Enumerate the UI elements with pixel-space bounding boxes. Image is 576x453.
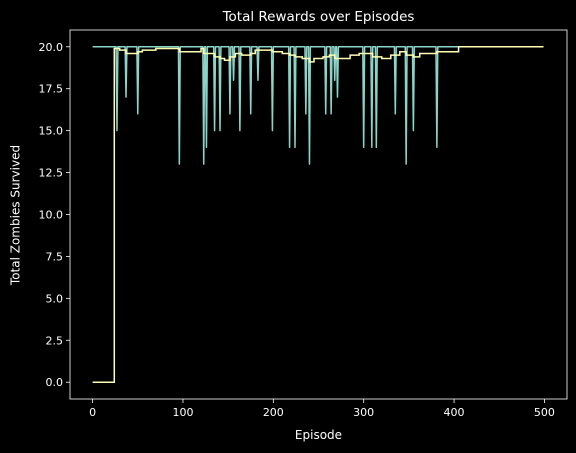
series-line-average (92, 46, 544, 383)
x-tick-label: 0 (89, 406, 96, 419)
y-tick-label: 0.0 (46, 376, 64, 389)
plot-series (92, 46, 544, 383)
y-tick-label: 2.5 (46, 334, 64, 347)
y-tick-label: 10.0 (39, 209, 64, 222)
y-tick-label: 15.0 (39, 125, 64, 138)
x-tick-label: 200 (263, 406, 284, 419)
chart-title: Total Rewards over Episodes (222, 9, 415, 25)
y-tick-label: 5.0 (46, 292, 64, 305)
y-axis-ticks: 0.0 2.5 5.0 7.5 10.0 12.5 15.0 17.5 20.0 (39, 41, 70, 389)
x-tick-label: 500 (534, 406, 555, 419)
y-tick-label: 20.0 (39, 41, 64, 54)
y-tick-label: 17.5 (39, 83, 64, 96)
x-tick-label: 300 (353, 406, 374, 419)
x-axis-ticks: 0 100 200 300 400 500 (89, 399, 555, 419)
y-tick-label: 12.5 (39, 167, 64, 180)
y-axis-label: Total Zombies Survived (9, 145, 23, 286)
y-tick-label: 7.5 (46, 250, 64, 263)
x-tick-label: 100 (172, 406, 193, 419)
x-axis-label: Episode (295, 428, 342, 442)
x-tick-label: 400 (444, 406, 465, 419)
